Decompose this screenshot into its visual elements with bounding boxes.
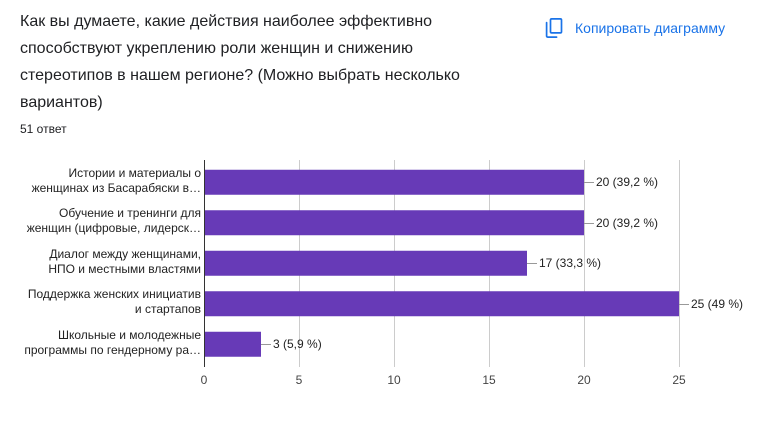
chart-bar — [204, 210, 584, 236]
chart-bar — [204, 250, 527, 276]
x-tick-label: 25 — [672, 373, 686, 387]
category-label: Поддержка женских инициатив и стартапов — [27, 287, 201, 317]
response-count: 51 ответ — [20, 122, 67, 136]
bar-chart: 0 5 10 15 20 25 20 (39,2 %) Истории и материалы… — [0, 150, 763, 400]
chart-bar — [204, 169, 584, 195]
x-tick-label: 0 — [200, 373, 208, 387]
bar-chart-labels: 0 5 10 15 20 25 20 (39,2 %) Истории и материалы… — [0, 150, 763, 400]
copy-chart-label: Копировать диаграмму — [575, 20, 726, 36]
copy-icon — [544, 18, 564, 38]
data-label: 25 (49 %) — [691, 296, 744, 311]
x-tick-label: 5 — [295, 373, 303, 387]
x-tick-label: 20 — [577, 373, 591, 387]
category-label: Диалог между женщинами, НПО и местными в… — [48, 246, 201, 276]
data-label: 3 (5,9 %) — [273, 337, 322, 352]
data-label: 20 (39,2 %) — [596, 175, 659, 190]
question-title: Как вы думаете, какие действия наиболее … — [20, 13, 460, 111]
bar-chart-plot — [204, 160, 689, 367]
category-label: Истории и материалы о женщинах из Басара… — [31, 165, 201, 195]
category-label: Обучение и тренинги для женщин (цифровые… — [26, 206, 201, 236]
x-tick-label: 15 — [482, 373, 496, 387]
category-label: Школьные и молодежные программы по генде… — [24, 327, 201, 357]
data-label: 17 (33,3 %) — [539, 256, 602, 271]
chart-bar — [204, 331, 261, 357]
x-tick-label: 10 — [387, 373, 401, 387]
copy-chart-button[interactable]: Копировать диаграмму — [538, 12, 731, 44]
chart-bar — [204, 291, 679, 317]
data-label: 20 (39,2 %) — [596, 215, 659, 230]
